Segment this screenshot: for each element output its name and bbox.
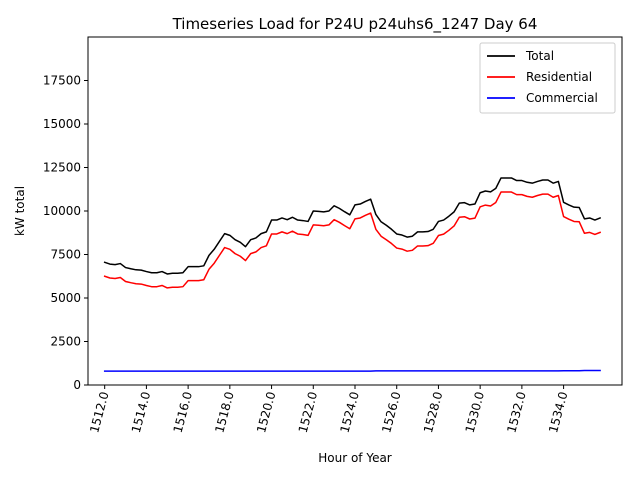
x-tick-label: 1516.0: [171, 390, 195, 434]
x-tick-label: 1512.0: [87, 390, 111, 434]
x-tick-label: 1530.0: [463, 390, 487, 434]
legend-box: [479, 42, 616, 114]
chart-title: Timeseries Load for P24U p24uhs6_1247 Da…: [172, 15, 538, 34]
y-tick-label: 7500: [50, 248, 81, 262]
y-tick-label: 5000: [50, 291, 81, 305]
y-tick-label: 12500: [43, 161, 81, 175]
x-tick-label: 1528.0: [421, 390, 445, 434]
series-line-commercial: [103, 369, 601, 372]
x-tick-label: 1532.0: [504, 390, 528, 434]
y-axis-label: kW total: [13, 186, 27, 236]
x-tick-label: 1526.0: [379, 390, 403, 434]
legend: Total Residential Commercial: [479, 42, 616, 114]
series-line-total: [103, 177, 602, 275]
y-tick-label: 2500: [50, 335, 81, 349]
y-tick-label: 15000: [43, 117, 81, 131]
legend-label-residential: Residential: [526, 70, 592, 84]
x-tick-label: 1524.0: [338, 390, 362, 434]
y-tick-label: 10000: [43, 204, 81, 218]
legend-label-total: Total: [525, 49, 554, 63]
y-tick-label: 17500: [43, 74, 81, 88]
series-layer: [103, 177, 602, 372]
x-tick-label: 1514.0: [129, 390, 153, 434]
x-axis-label: Hour of Year: [318, 451, 392, 465]
y-tick-label: 0: [73, 378, 81, 392]
x-tick-label: 1534.0: [546, 390, 570, 434]
x-tick-label: 1518.0: [212, 390, 236, 434]
legend-label-commercial: Commercial: [526, 91, 598, 105]
y-axis: 0 2500 5000 7500 10000 12500 15000 17500: [43, 74, 88, 392]
series-line-residential: [103, 191, 602, 289]
x-axis: 1512.0 1514.0 1516.0 1518.0 1520.0 1522.0 1524…: [87, 385, 570, 434]
x-tick-label: 1522.0: [296, 390, 320, 434]
x-tick-label: 1520.0: [254, 390, 278, 434]
